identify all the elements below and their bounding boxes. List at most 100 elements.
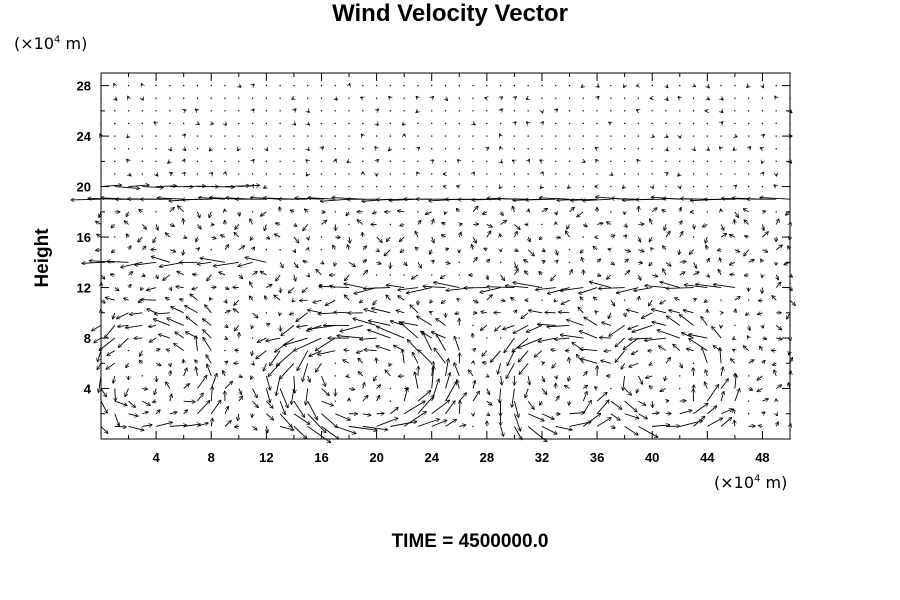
- vector-arrow: [429, 312, 431, 313]
- vector-arrow: [348, 425, 377, 430]
- vector-dot: [775, 135, 777, 137]
- vector-arrow: [583, 413, 600, 427]
- vector-dot: [486, 110, 488, 112]
- vector-dot: [734, 97, 736, 99]
- vector-dot: [665, 122, 667, 125]
- vector-arrow: [733, 149, 735, 151]
- vector-arrow: [762, 161, 763, 163]
- vector-arrow: [500, 234, 501, 237]
- vector-dot: [403, 110, 405, 112]
- vector-arrow: [238, 396, 243, 402]
- vector-arrow: [638, 262, 642, 263]
- vector-dot: [210, 97, 212, 99]
- vector-arrow: [412, 352, 419, 364]
- vector-dot: [114, 122, 116, 125]
- vector-arrow: [776, 414, 777, 416]
- vector-arrow: [128, 413, 139, 416]
- vector-dot: [747, 110, 750, 112]
- vector-arrow: [721, 122, 723, 124]
- vector-dot: [182, 97, 185, 99]
- vector-dot: [127, 148, 130, 150]
- vector-arrow: [542, 172, 543, 174]
- vector-dot: [307, 135, 309, 137]
- vector-arrow: [539, 237, 542, 240]
- vector-arrow: [209, 149, 211, 151]
- vector-arrow: [415, 372, 419, 389]
- vector-arrow: [307, 400, 318, 420]
- vector-arrow: [82, 262, 102, 263]
- vector-arrow: [762, 360, 765, 363]
- vector-dot: [555, 84, 557, 87]
- vector-arrow: [97, 234, 102, 237]
- x-tick-label: 36: [590, 450, 604, 465]
- vector-dot: [679, 110, 681, 112]
- vector-arrow: [652, 275, 658, 277]
- vector-dot: [293, 160, 295, 163]
- vector-arrow: [713, 284, 735, 288]
- vector-arrow: [776, 219, 779, 225]
- vector-arrow: [542, 122, 543, 124]
- vector-dot: [293, 148, 295, 150]
- vector-dot: [472, 425, 474, 428]
- vector-arrow: [203, 337, 212, 351]
- vector-arrow: [432, 96, 434, 98]
- vector-arrow: [142, 400, 150, 405]
- vector-arrow: [651, 248, 652, 250]
- vector-dot: [141, 135, 144, 137]
- vector-dot: [527, 148, 529, 150]
- vector-arrow: [276, 274, 281, 281]
- vector-arrow: [694, 149, 696, 151]
- vector-arrow: [185, 306, 198, 314]
- vector-dot: [582, 173, 584, 175]
- vector-arrow: [431, 366, 434, 389]
- vector-dot: [665, 160, 667, 163]
- vector-dot: [610, 110, 612, 112]
- vector-arrow: [335, 413, 350, 420]
- vector-arrow: [124, 298, 129, 300]
- y-tick-label: 12: [77, 281, 91, 296]
- vector-arrow: [184, 237, 187, 238]
- vector-arrow: [403, 412, 426, 427]
- vector-arrow: [482, 350, 488, 357]
- vector-arrow: [335, 425, 356, 433]
- vector-arrow: [304, 209, 307, 212]
- vector-arrow: [156, 349, 160, 351]
- vector-arrow: [666, 316, 681, 326]
- vector-arrow: [252, 400, 259, 408]
- vector-arrow: [505, 286, 529, 288]
- vector-arrow: [666, 173, 668, 174]
- vector-arrow: [177, 271, 184, 276]
- vector-arrow: [142, 246, 146, 249]
- vector-arrow: [139, 360, 142, 363]
- vector-arrow: [578, 307, 584, 314]
- vector-dot: [444, 135, 447, 137]
- vector-arrow: [528, 159, 529, 161]
- vector-arrow: [184, 110, 186, 111]
- vector-arrow: [238, 246, 245, 251]
- vector-dot: [431, 274, 433, 276]
- vector-arrow: [264, 224, 266, 230]
- vector-arrow: [664, 375, 666, 381]
- vector-arrow: [114, 288, 119, 291]
- y-tick-label: 4: [84, 382, 92, 397]
- vector-arrow: [238, 185, 260, 186]
- vector-arrow: [597, 96, 599, 98]
- vector-arrow: [649, 236, 652, 242]
- vector-dot: [720, 173, 722, 175]
- x-tick-label: 32: [535, 450, 549, 465]
- vector-arrow: [129, 284, 132, 287]
- vector-arrow: [334, 312, 350, 313]
- vector-arrow: [100, 388, 106, 397]
- vector-dot: [210, 160, 212, 163]
- vector-arrow: [702, 347, 708, 364]
- vector-arrow: [500, 220, 507, 225]
- vector-arrow: [472, 199, 501, 200]
- vector-arrow: [629, 338, 653, 339]
- vector-arrow: [176, 287, 184, 288]
- vector-arrow: [170, 288, 172, 291]
- vector-dot: [417, 160, 419, 163]
- vector-arrow: [539, 198, 570, 199]
- vector-arrow: [569, 422, 592, 427]
- vector-dot: [431, 173, 433, 175]
- vector-arrow: [156, 224, 158, 230]
